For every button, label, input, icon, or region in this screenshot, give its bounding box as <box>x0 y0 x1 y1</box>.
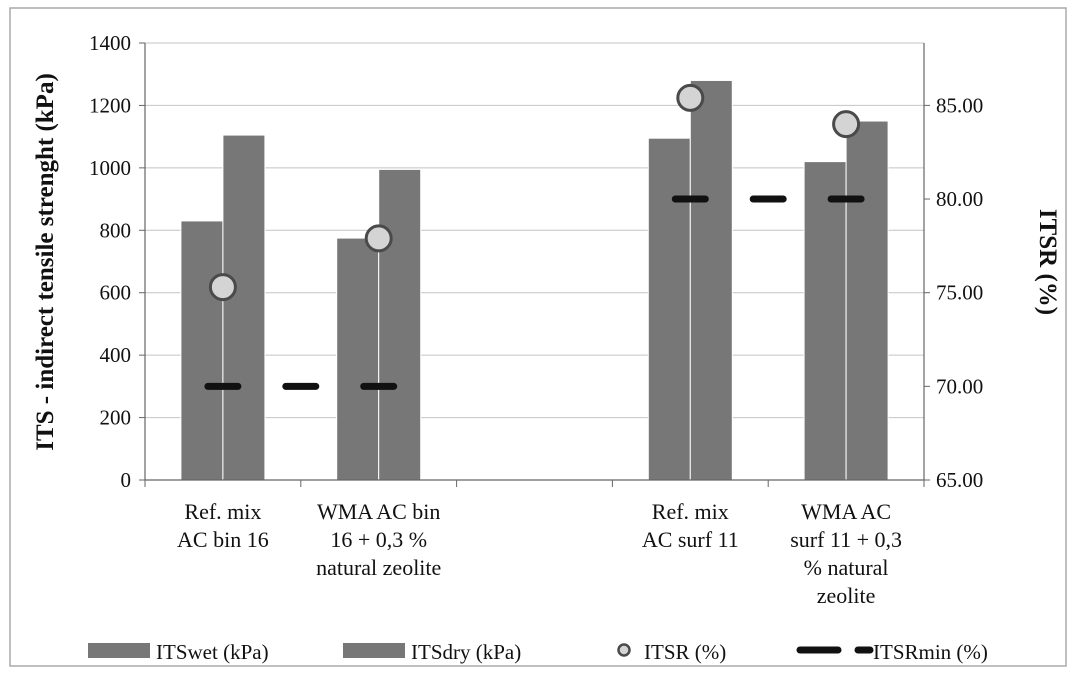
y2-axis-title: ITSR (%) <box>1034 209 1061 315</box>
y2-tick-label: 65.00 <box>936 468 983 492</box>
itsr-marker <box>208 273 237 302</box>
bar-itsdry <box>845 120 889 481</box>
category-label: Ref. mix <box>652 499 729 524</box>
category-label: WMA AC <box>801 499 891 524</box>
legend-label: ITSR (%) <box>644 640 726 664</box>
category-label: surf 11 + 0,3 <box>790 527 902 552</box>
y-tick-label: 600 <box>100 281 132 305</box>
y2-tick-label: 70.00 <box>936 374 983 398</box>
bar-itswet <box>647 137 691 481</box>
itsr-marker <box>832 110 861 139</box>
category-label: AC bin 16 <box>177 527 269 552</box>
legend-label: ITSdry (kPa) <box>411 640 521 664</box>
category-label: WMA AC bin <box>317 499 440 524</box>
y-tick-label: 1400 <box>89 31 131 55</box>
y-axis-title: ITS - indirect tensile strenght (kPa) <box>32 73 59 451</box>
y-tick-label: 1000 <box>89 156 131 180</box>
bar-itsdry <box>689 79 733 481</box>
bar-itswet <box>180 220 224 481</box>
category-label: % natural <box>804 555 889 580</box>
category-label: Ref. mix <box>184 499 261 524</box>
grid-lines <box>145 42 924 419</box>
bar-itsdry <box>222 134 266 481</box>
y-tick-label: 800 <box>100 218 132 242</box>
y-tick-label: 0 <box>121 468 132 492</box>
y2-tick-label: 85.00 <box>936 93 983 117</box>
axes <box>139 42 930 487</box>
bar-itswet <box>336 237 380 481</box>
legend: ITSwet (kPa) ITSdry (kPa) ITSR (%) ITSRmin … <box>88 640 988 664</box>
category-label: 16 + 0,3 % <box>330 527 427 552</box>
itsr-marker <box>364 224 393 253</box>
labels: 0 200 400 600 800 1000 1200 1400 65.00 70.00 75.00… <box>32 31 1061 608</box>
y-tick-label: 200 <box>100 406 132 430</box>
legend-label: ITSwet (kPa) <box>156 640 269 664</box>
legend-swatch <box>343 643 405 658</box>
y2-tick-label: 80.00 <box>936 187 983 211</box>
category-label: natural zeolite <box>316 555 441 580</box>
legend-label: ITSRmin (%) <box>873 640 988 664</box>
itsr-marker <box>676 83 705 112</box>
legend-swatch <box>617 643 631 657</box>
chart-border <box>9 7 1067 667</box>
legend-swatch <box>88 643 150 658</box>
markers <box>204 83 865 390</box>
y-tick-label: 1200 <box>89 93 131 117</box>
category-label: AC surf 11 <box>642 527 739 552</box>
bars <box>180 79 889 481</box>
y2-tick-label: 75.00 <box>936 281 983 305</box>
category-label: zeolite <box>817 583 876 608</box>
bar-itsdry <box>378 168 422 481</box>
y-tick-label: 400 <box>100 343 132 367</box>
bar-itswet <box>803 161 847 481</box>
